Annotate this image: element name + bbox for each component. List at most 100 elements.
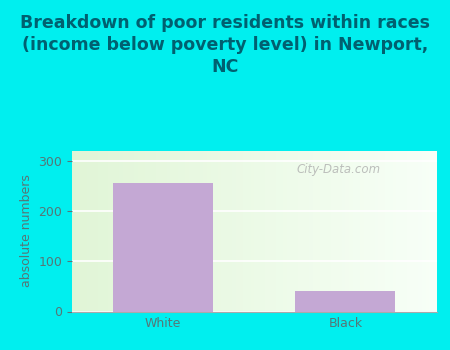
Bar: [418, 150, 422, 312]
Bar: [313, 150, 316, 312]
Bar: [426, 150, 429, 312]
Bar: [324, 150, 327, 312]
Bar: [145, 150, 148, 312]
Bar: [349, 150, 353, 312]
Bar: [393, 150, 396, 312]
Bar: [134, 150, 138, 312]
Bar: [407, 150, 411, 312]
Bar: [221, 150, 225, 312]
Bar: [171, 150, 174, 312]
Bar: [364, 150, 367, 312]
Bar: [371, 150, 374, 312]
Bar: [422, 150, 426, 312]
Bar: [346, 150, 349, 312]
Bar: [86, 150, 90, 312]
Bar: [79, 150, 83, 312]
Bar: [236, 150, 240, 312]
Bar: [138, 150, 141, 312]
Bar: [152, 150, 156, 312]
Bar: [148, 150, 152, 312]
Bar: [261, 150, 265, 312]
Bar: [196, 150, 200, 312]
Bar: [309, 150, 313, 312]
Bar: [295, 291, 396, 312]
Bar: [305, 150, 309, 312]
Text: City-Data.com: City-Data.com: [296, 163, 380, 176]
Bar: [298, 150, 302, 312]
Bar: [203, 150, 207, 312]
Bar: [429, 150, 433, 312]
Bar: [404, 150, 407, 312]
Bar: [90, 150, 94, 312]
Bar: [225, 150, 229, 312]
Bar: [240, 150, 243, 312]
Bar: [116, 150, 119, 312]
Bar: [284, 150, 287, 312]
Bar: [386, 150, 389, 312]
Bar: [200, 150, 203, 312]
Bar: [243, 150, 247, 312]
Bar: [433, 150, 436, 312]
Bar: [214, 150, 218, 312]
Bar: [174, 150, 178, 312]
Bar: [251, 150, 254, 312]
Bar: [254, 150, 258, 312]
Bar: [265, 150, 269, 312]
Bar: [400, 150, 404, 312]
Bar: [374, 150, 378, 312]
Bar: [141, 150, 145, 312]
Bar: [181, 150, 185, 312]
Bar: [356, 150, 360, 312]
Bar: [123, 150, 127, 312]
Bar: [72, 150, 76, 312]
Bar: [247, 150, 251, 312]
Bar: [108, 150, 112, 312]
Bar: [189, 150, 192, 312]
Bar: [218, 150, 221, 312]
Bar: [382, 150, 386, 312]
Bar: [159, 150, 163, 312]
Bar: [342, 150, 346, 312]
Bar: [207, 150, 211, 312]
Bar: [276, 150, 280, 312]
Bar: [302, 150, 305, 312]
Bar: [414, 150, 419, 312]
Bar: [156, 150, 159, 312]
Bar: [167, 150, 171, 312]
Bar: [229, 150, 232, 312]
Bar: [232, 150, 236, 312]
Bar: [185, 150, 189, 312]
Bar: [127, 150, 130, 312]
Bar: [291, 150, 294, 312]
Bar: [101, 150, 105, 312]
Bar: [83, 150, 86, 312]
Bar: [411, 150, 414, 312]
Bar: [396, 150, 400, 312]
Bar: [389, 150, 393, 312]
Bar: [273, 150, 276, 312]
Bar: [331, 150, 334, 312]
Bar: [119, 150, 123, 312]
Bar: [367, 150, 371, 312]
Bar: [360, 150, 364, 312]
Bar: [211, 150, 214, 312]
Bar: [192, 150, 196, 312]
Bar: [269, 150, 273, 312]
Bar: [338, 150, 342, 312]
Text: Breakdown of poor residents within races
(income below poverty level) in Newport: Breakdown of poor residents within races…: [20, 14, 430, 76]
Y-axis label: absolute numbers: absolute numbers: [20, 175, 33, 287]
Bar: [316, 150, 320, 312]
Bar: [280, 150, 284, 312]
Bar: [163, 150, 167, 312]
Bar: [112, 150, 116, 312]
Bar: [320, 150, 324, 312]
Bar: [98, 150, 101, 312]
Bar: [178, 150, 181, 312]
Bar: [94, 150, 98, 312]
Bar: [113, 183, 213, 312]
Bar: [287, 150, 291, 312]
Bar: [334, 150, 338, 312]
Bar: [130, 150, 134, 312]
Bar: [378, 150, 382, 312]
Bar: [353, 150, 356, 312]
